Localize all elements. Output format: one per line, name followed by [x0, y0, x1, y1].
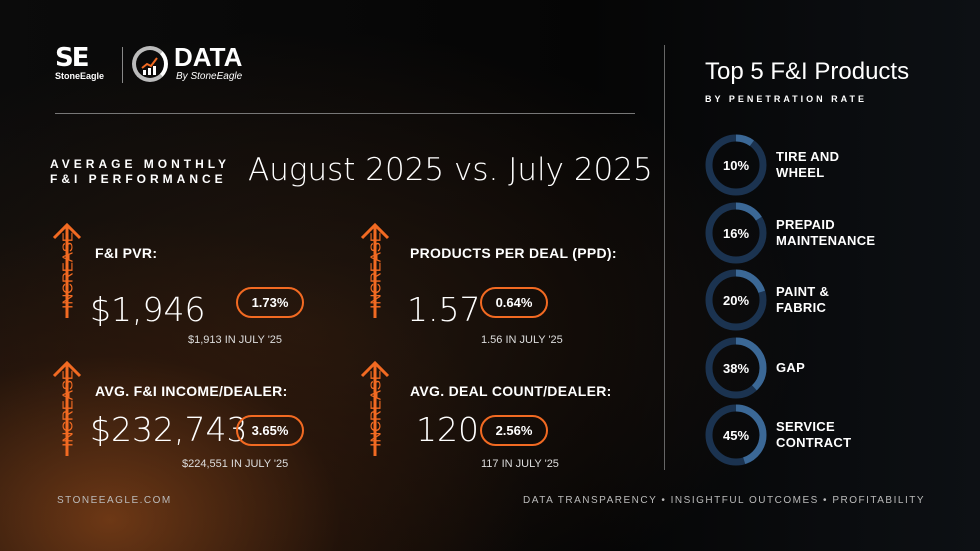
penetration-donut: 45% — [705, 404, 767, 466]
kpi-value: $232,743 — [90, 410, 248, 449]
kpi-prior-value: 1.56 IN JULY '25 — [481, 334, 563, 346]
product-label-line2: CONTRACT — [776, 435, 852, 450]
divider-vertical — [664, 45, 665, 470]
donut-percent: 16% — [722, 225, 750, 241]
divider-horizontal — [55, 113, 635, 114]
penetration-donut: 16% — [705, 202, 767, 264]
donut-percent: 20% — [722, 292, 750, 308]
kpi-label: AVG. F&I INCOME/DEALER: — [95, 383, 288, 399]
product-label: PAINT & FABRIC — [776, 284, 829, 316]
penetration-donut: 38% — [705, 337, 767, 399]
product-label-line1: PREPAID — [776, 217, 835, 232]
period-title: August 2025 vs. July 2025 — [248, 152, 653, 188]
trend-label: INCREASE — [367, 370, 385, 447]
product-label-line1: SERVICE — [776, 419, 835, 434]
logo-mark: SE — [55, 43, 90, 73]
logo-divider — [122, 47, 123, 83]
kpi-value: 1.57 — [407, 290, 481, 329]
penetration-donut: 10% — [705, 134, 767, 196]
chart-icon — [132, 46, 168, 82]
product-label-line1: GAP — [776, 360, 806, 375]
kpi-prior-value: $224,551 IN JULY '25 — [182, 458, 289, 470]
logo-brand: StoneEagle — [55, 71, 105, 81]
donut-fill — [705, 202, 767, 264]
increase-arrow-icon: INCREASE — [360, 360, 390, 456]
kpi-change-badge: 1.73% — [236, 287, 304, 318]
donut-percent: 10% — [722, 157, 750, 173]
data-logo-title: DATA — [174, 42, 243, 72]
kpi-prior-value: 117 IN JULY '25 — [481, 458, 559, 470]
section-title: AVERAGE MONTHLY F&I PERFORMANCE — [50, 157, 230, 187]
donut-fill — [705, 337, 767, 399]
product-label-line2: FABRIC — [776, 300, 827, 315]
donut-fill — [705, 134, 767, 196]
kpi-label: AVG. DEAL COUNT/DEALER: — [410, 383, 612, 399]
section-title-line2: F&I PERFORMANCE — [50, 172, 227, 186]
penetration-donut: 20% — [705, 269, 767, 331]
product-label: TIRE AND WHEEL — [776, 149, 839, 181]
top-products-title: Top 5 F&I Products — [705, 58, 910, 85]
product-label: PREPAID MAINTENANCE — [776, 217, 875, 249]
section-title-line1: AVERAGE MONTHLY — [50, 157, 231, 171]
donut-percent: 45% — [722, 427, 750, 443]
top-products-subtitle: BY PENETRATION RATE — [705, 94, 868, 104]
trend-label: INCREASE — [59, 370, 77, 447]
product-label-line2: WHEEL — [776, 165, 825, 180]
product-label-line2: MAINTENANCE — [776, 233, 876, 248]
product-label: GAP — [776, 360, 805, 376]
footer-website[interactable]: STONEEAGLE.COM — [57, 495, 172, 506]
product-label-line1: PAINT & — [776, 284, 830, 299]
kpi-change-badge: 0.64% — [480, 287, 548, 318]
kpi-value: 120 — [416, 410, 479, 449]
product-label-line1: TIRE AND — [776, 149, 840, 164]
increase-arrow-icon: INCREASE — [52, 360, 82, 456]
product-label: SERVICE CONTRACT — [776, 419, 851, 451]
kpi-change-badge: 2.56% — [480, 415, 548, 446]
donut-percent: 38% — [722, 360, 750, 376]
increase-arrow-icon: INCREASE — [360, 222, 390, 318]
trend-label: INCREASE — [367, 232, 385, 309]
increase-arrow-icon: INCREASE — [52, 222, 82, 318]
kpi-label: F&I PVR: — [95, 245, 158, 261]
kpi-change-badge: 3.65% — [236, 415, 304, 446]
kpi-prior-value: $1,913 IN JULY '25 — [188, 334, 283, 346]
donut-fill — [705, 269, 767, 331]
stoneeagle-logo: SE StoneEagle — [55, 45, 113, 82]
donut-fill — [705, 404, 767, 466]
kpi-label: PRODUCTS PER DEAL (PPD): — [410, 245, 617, 261]
trend-label: INCREASE — [59, 232, 77, 309]
kpi-value: $1,946 — [90, 290, 206, 329]
data-logo-byline: By StoneEagle — [176, 71, 243, 82]
footer-tagline: DATA TRANSPARENCY • INSIGHTFUL OUTCOMES … — [523, 495, 925, 506]
